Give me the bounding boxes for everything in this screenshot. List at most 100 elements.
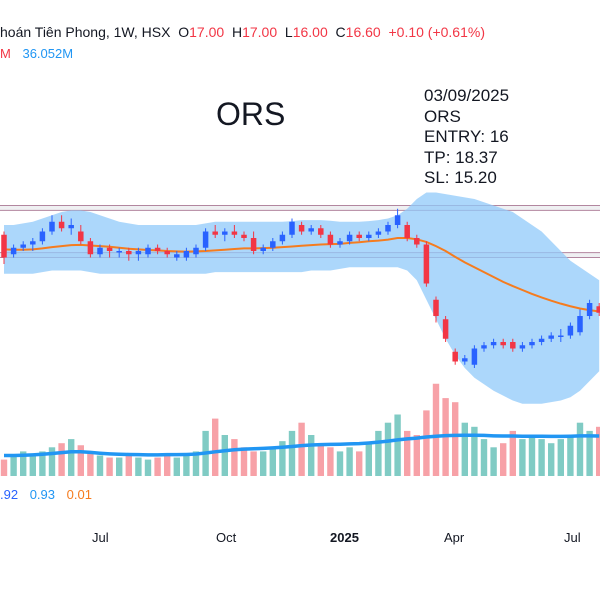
volume-bar	[317, 443, 324, 476]
candle-body	[1, 234, 7, 258]
candle-body	[490, 342, 497, 346]
candle	[385, 221, 391, 235]
candle	[202, 228, 209, 251]
ticker-title: ORS	[216, 96, 286, 132]
moving-average-line	[3, 237, 600, 313]
volume-bar	[548, 443, 555, 476]
candle	[279, 231, 286, 245]
candles	[1, 208, 600, 368]
volume-bar	[538, 439, 545, 476]
candle	[423, 241, 430, 287]
volume-bar	[269, 447, 276, 476]
candle	[596, 303, 600, 316]
candle-body	[183, 251, 190, 258]
volume-bar	[375, 430, 382, 476]
x-tick-label: 2025	[330, 530, 359, 545]
candle	[116, 247, 122, 258]
candle-body	[279, 234, 286, 242]
volume-bar	[144, 459, 152, 476]
candle	[270, 238, 276, 251]
candle	[126, 247, 132, 261]
candle	[68, 218, 74, 235]
candle-body	[586, 303, 593, 316]
candle-body	[538, 338, 545, 342]
candle-body	[212, 231, 218, 235]
indicator-value-2: 0.93	[29, 487, 56, 502]
candle	[145, 244, 151, 258]
volume-bar	[596, 426, 600, 476]
trade-date: 03/09/2025	[424, 86, 510, 105]
candle-body	[567, 325, 574, 336]
volume-bar	[365, 443, 372, 476]
volume-bar	[231, 439, 238, 476]
volume-bar	[154, 457, 161, 476]
volume-bar	[106, 457, 113, 476]
volume-bar	[528, 435, 536, 476]
candle-body	[49, 221, 55, 232]
x-tick-label: Jul	[92, 530, 109, 545]
volume-bar	[576, 422, 584, 476]
volume-bar	[29, 455, 36, 476]
candle	[366, 231, 372, 242]
volume-bar	[125, 455, 132, 476]
volume-ma-value: 36.052M	[22, 46, 74, 61]
high-value: 17.00	[242, 24, 278, 40]
candle	[87, 238, 94, 258]
candle-body	[289, 221, 295, 235]
volume-bar	[87, 451, 94, 476]
candle	[519, 342, 526, 352]
candle	[174, 251, 180, 261]
candle	[97, 244, 103, 258]
candle-body	[596, 306, 600, 313]
candle	[241, 231, 247, 242]
volume-bar	[346, 447, 353, 476]
volume-bar	[68, 439, 75, 476]
candle	[481, 342, 487, 352]
candle	[250, 231, 257, 255]
candle	[49, 215, 55, 235]
volume-ma-line	[4, 433, 600, 458]
open-value: 17.00	[189, 24, 225, 40]
candle-body	[222, 231, 228, 235]
candle	[558, 329, 564, 342]
candle-body	[346, 234, 353, 242]
volume-bar	[10, 455, 17, 476]
candle-body	[87, 241, 94, 255]
candle-body	[471, 348, 478, 365]
volume-bar	[164, 455, 171, 476]
volume-bar	[260, 451, 267, 476]
volume-bar	[212, 418, 219, 476]
candle	[20, 241, 26, 251]
candle	[58, 215, 65, 232]
candle	[452, 348, 458, 365]
candle-body	[423, 244, 430, 284]
volume-bar	[298, 422, 305, 476]
close-label: C	[335, 24, 346, 40]
candle	[10, 244, 17, 258]
volume-bar	[423, 410, 430, 476]
candle-body	[97, 247, 103, 255]
volume-bar	[336, 451, 344, 476]
candle-body	[270, 241, 276, 248]
candle-body	[385, 225, 391, 232]
candle	[154, 244, 161, 255]
volume-bar	[567, 435, 574, 476]
candle-body	[231, 231, 238, 235]
candle	[500, 338, 506, 349]
volume-bar	[308, 435, 315, 476]
volume-bar	[384, 422, 392, 476]
candle-body	[78, 231, 84, 242]
candle	[442, 316, 449, 342]
candle-body	[548, 335, 554, 339]
candle	[289, 218, 295, 238]
candle	[548, 332, 554, 342]
candle-body	[308, 228, 314, 232]
x-tick-label: Jul	[564, 530, 581, 545]
candle	[260, 244, 266, 255]
candle-body	[327, 234, 334, 245]
volume-bar	[221, 435, 228, 476]
candle	[394, 208, 401, 229]
candle-body	[39, 231, 46, 242]
candle-body	[442, 319, 449, 339]
volume-bar	[404, 430, 411, 476]
